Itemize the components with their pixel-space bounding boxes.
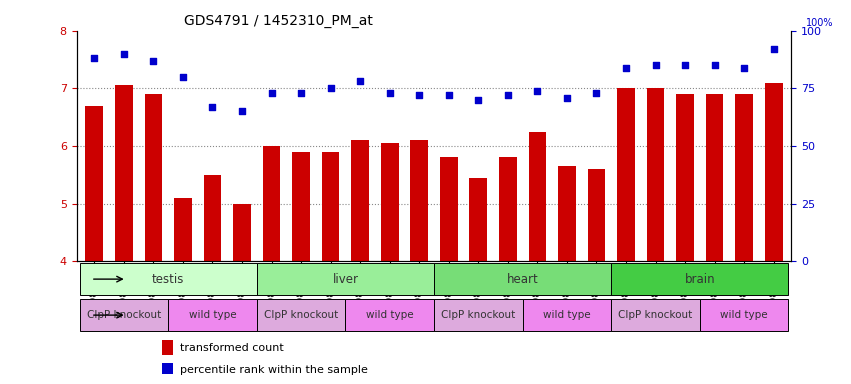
Text: wild type: wild type: [720, 310, 768, 320]
Point: [530, 88, 544, 94]
FancyBboxPatch shape: [257, 299, 346, 331]
Bar: [765, 83, 783, 261]
Point: [413, 92, 426, 98]
Point: [442, 92, 455, 98]
Text: ClpP knockout: ClpP knockout: [87, 310, 161, 320]
Bar: [587, 169, 605, 261]
FancyBboxPatch shape: [79, 263, 257, 295]
Bar: [558, 166, 576, 261]
Bar: [647, 88, 665, 261]
Point: [471, 97, 485, 103]
Bar: [617, 88, 635, 261]
Point: [88, 55, 101, 61]
Bar: [145, 94, 163, 261]
Point: [117, 51, 131, 57]
Text: ClpP knockout: ClpP knockout: [619, 310, 693, 320]
FancyBboxPatch shape: [168, 299, 257, 331]
Point: [708, 62, 722, 68]
Text: GDS4791 / 1452310_PM_at: GDS4791 / 1452310_PM_at: [184, 14, 373, 28]
Bar: [470, 177, 487, 261]
Point: [560, 94, 574, 101]
Text: wild type: wild type: [189, 310, 237, 320]
Bar: [203, 175, 221, 261]
Bar: [85, 106, 103, 261]
Point: [265, 90, 278, 96]
Bar: [233, 204, 251, 261]
Bar: [381, 143, 398, 261]
Bar: [292, 152, 310, 261]
Text: ClpP knockout: ClpP knockout: [441, 310, 516, 320]
Text: wild type: wild type: [366, 310, 414, 320]
FancyBboxPatch shape: [346, 299, 434, 331]
Text: transformed count: transformed count: [180, 343, 284, 353]
Text: brain: brain: [684, 273, 715, 286]
Point: [383, 90, 397, 96]
Bar: [115, 86, 133, 261]
Bar: [174, 198, 191, 261]
FancyBboxPatch shape: [611, 299, 700, 331]
FancyBboxPatch shape: [700, 299, 789, 331]
Bar: [351, 140, 369, 261]
Text: wild type: wild type: [543, 310, 591, 320]
Bar: [163, 339, 173, 355]
Bar: [499, 157, 517, 261]
Text: ClpP knockout: ClpP knockout: [264, 310, 338, 320]
Text: heart: heart: [506, 273, 539, 286]
Point: [620, 65, 633, 71]
Bar: [163, 363, 173, 374]
Bar: [528, 131, 546, 261]
Point: [176, 74, 190, 80]
Bar: [440, 157, 458, 261]
Bar: [410, 140, 428, 261]
Point: [678, 62, 692, 68]
FancyBboxPatch shape: [611, 263, 789, 295]
Text: testis: testis: [152, 273, 185, 286]
Text: liver: liver: [333, 273, 358, 286]
FancyBboxPatch shape: [523, 299, 611, 331]
Bar: [735, 94, 753, 261]
Point: [767, 46, 780, 52]
Point: [146, 58, 160, 64]
Point: [648, 62, 662, 68]
Text: 100%: 100%: [806, 18, 833, 28]
FancyBboxPatch shape: [434, 263, 611, 295]
Bar: [263, 146, 281, 261]
FancyBboxPatch shape: [434, 299, 523, 331]
Text: percentile rank within the sample: percentile rank within the sample: [180, 365, 368, 375]
Point: [235, 108, 248, 114]
Bar: [677, 94, 694, 261]
FancyBboxPatch shape: [257, 263, 434, 295]
Point: [590, 90, 603, 96]
Bar: [705, 94, 723, 261]
FancyBboxPatch shape: [79, 299, 168, 331]
Point: [737, 65, 751, 71]
Bar: [322, 152, 340, 261]
Point: [294, 90, 308, 96]
Point: [324, 85, 338, 91]
Point: [501, 92, 515, 98]
Point: [206, 104, 220, 110]
Point: [353, 78, 367, 84]
